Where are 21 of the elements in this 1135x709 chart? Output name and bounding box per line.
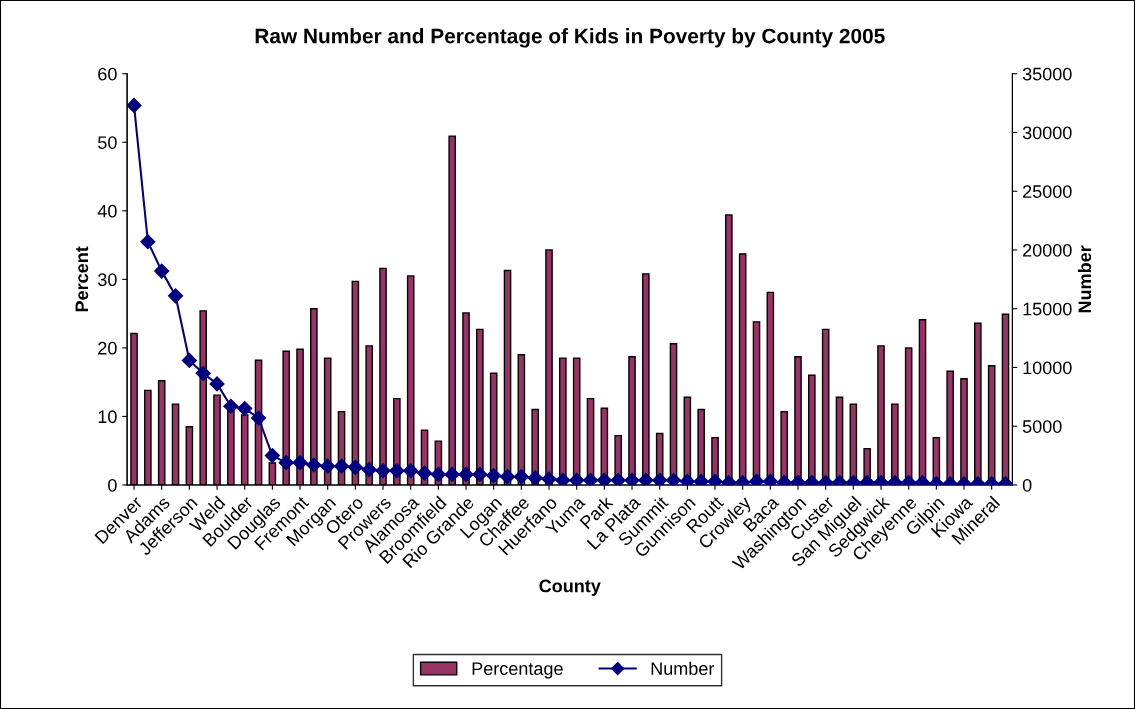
chart-title: Raw Number and Percentage of Kids in Poverty by County 2005 xyxy=(255,28,885,48)
y-tick-label: 40 xyxy=(97,204,117,218)
y2-tick-label: 15000 xyxy=(1023,302,1072,316)
y2-tick-label: 5000 xyxy=(1022,420,1062,433)
y2-tick-label: 10000 xyxy=(1023,361,1072,375)
y-tick-label: 0 xyxy=(108,478,117,492)
y-tick-label: 50 xyxy=(98,136,117,149)
y2-tick-label: 20000 xyxy=(1023,243,1072,257)
y-tick-label: 20 xyxy=(98,341,117,355)
x-axis-title: County xyxy=(539,579,601,596)
y-tick-label: 30 xyxy=(98,273,117,287)
y2-tick-label: 35000 xyxy=(1022,67,1072,81)
y-tick-label: 60 xyxy=(98,67,117,81)
y2-axis-title: Number xyxy=(1077,245,1092,313)
y2-tick-label: 25000 xyxy=(1023,185,1072,198)
y-axis-title: Percent xyxy=(75,246,89,312)
y2-tick-label: 0 xyxy=(1022,478,1032,492)
y-tick-label: 10 xyxy=(98,410,117,424)
y2-tick-label: 30000 xyxy=(1022,126,1072,140)
legend-label: Percentage xyxy=(472,662,563,679)
legend-label: Number xyxy=(651,661,715,675)
